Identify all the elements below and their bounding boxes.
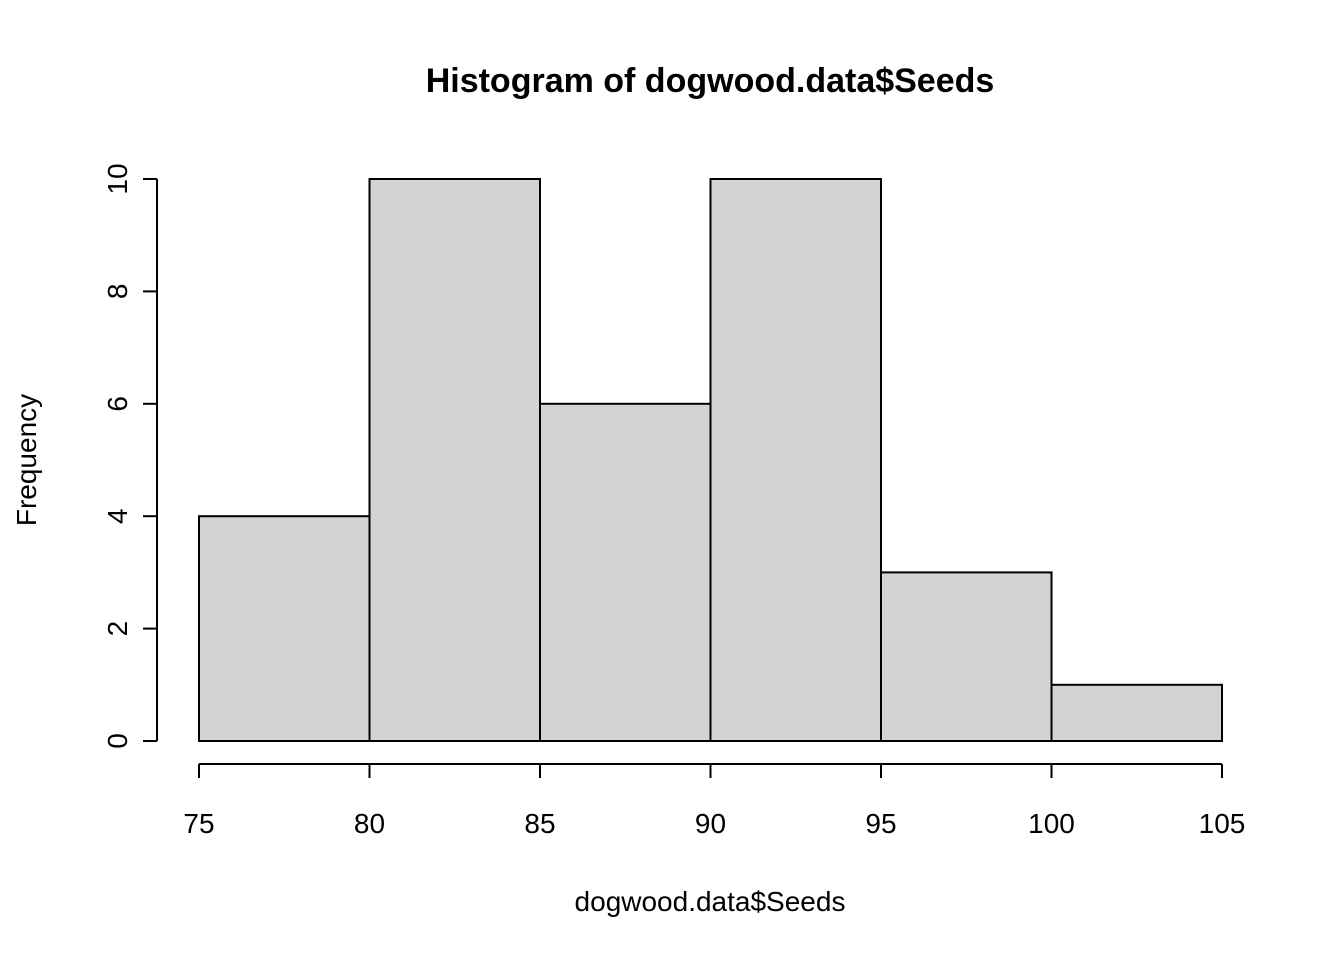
- bars-group: [198, 178, 1223, 743]
- x-tick-label: 85: [524, 808, 555, 839]
- y-axis-label: Frequency: [11, 394, 42, 526]
- x-tick-label: 100: [1028, 808, 1075, 839]
- x-axis: 75 80 85 90 95 100 105: [183, 763, 1246, 839]
- histogram-bar: [1050, 683, 1223, 742]
- histogram-bar: [539, 402, 712, 742]
- y-axis: 0 2 4 6 8 10: [102, 163, 158, 749]
- x-tick-label: 105: [1199, 808, 1246, 839]
- y-tick-label: 0: [102, 733, 133, 749]
- x-axis-label: dogwood.data$Seeds: [575, 886, 846, 917]
- x-tick-label: 90: [695, 808, 726, 839]
- histogram-bar: [198, 515, 371, 743]
- y-tick-label: 2: [102, 621, 133, 637]
- histogram-bar: [368, 178, 541, 742]
- y-tick-label: 10: [102, 163, 133, 194]
- histogram-bar: [880, 571, 1053, 743]
- x-tick-label: 95: [865, 808, 896, 839]
- y-tick-label: 4: [102, 508, 133, 524]
- histogram-bar: [709, 178, 882, 742]
- y-tick-label: 6: [102, 396, 133, 412]
- y-tick-label: 8: [102, 284, 133, 300]
- x-tick-label: 80: [354, 808, 385, 839]
- chart-title: Histogram of dogwood.data$Seeds: [426, 62, 995, 100]
- x-tick-label: 75: [183, 808, 214, 839]
